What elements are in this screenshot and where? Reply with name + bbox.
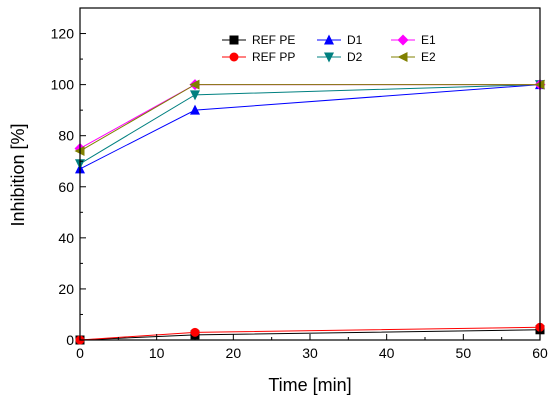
x-tick-label: 20 [226,345,242,361]
data-point-d2 [190,90,200,101]
y-tick-label: 60 [58,179,74,195]
legend-label-e1: E1 [421,33,436,47]
legend-label-e2: E2 [421,50,436,64]
legend-label-d1: D1 [347,33,363,47]
y-tick-label: 120 [51,26,75,42]
plot-frame [79,7,541,341]
y-axis-title: Inhibition [%] [8,123,28,226]
data-point-ref-pp [190,327,200,337]
plot-area [74,79,546,345]
legend-marker-e1 [397,34,409,46]
legend-marker-ref-pp [229,52,239,62]
legend-marker-e2 [397,52,408,62]
y-tick-label: 100 [51,77,75,93]
x-tick-label: 0 [76,345,84,361]
legend-label-ref-pp: REF PP [252,50,295,64]
y-tick-label: 40 [58,230,74,246]
data-point-e2 [189,79,200,90]
legend: REF PE REF PP D1 D2 E1 E2 [222,33,436,64]
axes: 0 10 20 30 40 50 60 0 20 40 60 80 100 120 [51,7,548,361]
data-point-d1 [190,104,200,115]
series-line-d1 [79,84,541,170]
y-tick-label: 80 [58,128,74,144]
x-tick-label: 30 [302,345,318,361]
x-tick-label: 50 [456,345,472,361]
series-line-d2 [79,84,541,165]
legend-marker-d2 [324,52,334,63]
legend-label-d2: D2 [347,50,363,64]
series-line-e1 [79,84,540,149]
legend-marker-d1 [324,34,334,45]
legend-marker-ref-pe [229,35,239,45]
x-tick-label: 10 [149,345,165,361]
legend-label-ref-pe: REF PE [252,33,295,47]
x-axis-title: Time [min] [268,375,351,395]
x-tick-label: 40 [379,345,395,361]
series-line-e2 [79,84,540,152]
x-tick-label: 60 [532,345,548,361]
y-tick-label: 0 [66,332,74,348]
y-tick-label: 20 [58,281,74,297]
